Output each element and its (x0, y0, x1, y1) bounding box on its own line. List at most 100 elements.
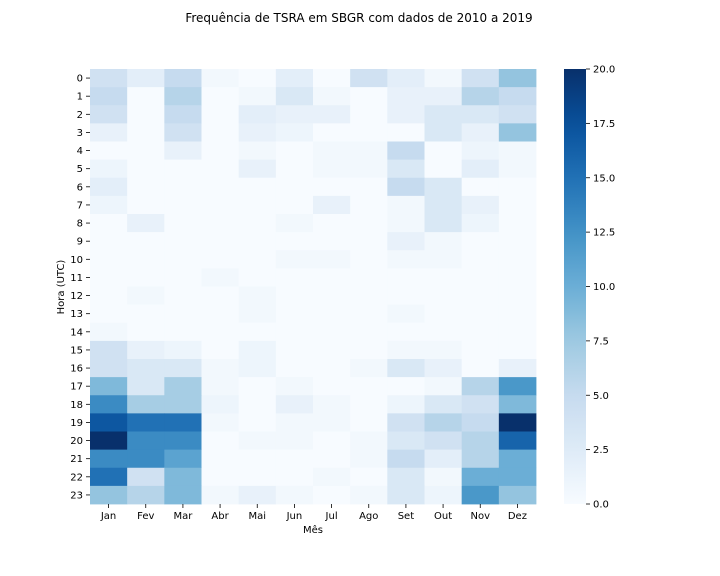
heatmap-cell (313, 304, 351, 324)
heatmap-cell (387, 467, 425, 487)
heatmap-cell (461, 141, 500, 161)
heatmap-cell (164, 359, 202, 378)
heatmap-cell (127, 123, 165, 142)
heatmap-cell (313, 69, 351, 88)
heatmap-cell (424, 340, 463, 360)
heatmap-cell (313, 250, 351, 269)
y-tick-label: 3 (77, 128, 83, 139)
heatmap-cell (387, 232, 425, 251)
heatmap-cell (275, 69, 314, 88)
colorbar-tick-label: 5.0 (593, 391, 609, 402)
heatmap-cell (127, 395, 165, 414)
heatmap-cell (313, 286, 351, 306)
heatmap-cell (424, 467, 463, 487)
heatmap-cell (461, 449, 500, 469)
heatmap-cell (387, 141, 425, 161)
heatmap-cell (127, 87, 165, 106)
x-tick-label: Out (434, 511, 452, 522)
heatmap-cell (90, 395, 128, 414)
heatmap-cell (90, 431, 128, 451)
heatmap-cell (424, 322, 463, 342)
heatmap-cell (90, 69, 128, 88)
x-tick-label: Fev (137, 511, 154, 522)
heatmap-cell (238, 105, 277, 124)
heatmap-cell (164, 69, 202, 88)
heatmap-cell (90, 322, 128, 342)
heatmap-cell (201, 377, 240, 396)
heatmap-cell (238, 69, 277, 88)
heatmap-cell (201, 105, 240, 124)
heatmap-cell (313, 268, 351, 287)
heatmap-cell (461, 159, 500, 179)
heatmap-cell (238, 322, 277, 342)
heatmap-cell (201, 268, 240, 287)
x-tick-label: Mai (248, 511, 266, 522)
heatmap-cell (498, 413, 537, 432)
heatmap-cell (461, 395, 500, 414)
heatmap-cell (313, 413, 351, 432)
heatmap-cell (164, 286, 202, 306)
heatmap-cell (498, 123, 537, 142)
heatmap-cell (201, 322, 240, 342)
heatmap-cell (127, 286, 165, 306)
heatmap-cell (164, 449, 202, 469)
heatmap-cell (313, 359, 351, 378)
heatmap-cell (498, 449, 537, 469)
heatmap-cell (387, 87, 425, 106)
heatmap-cell (313, 449, 351, 469)
heatmap-cell (127, 159, 165, 179)
heatmap-cell (164, 250, 202, 269)
heatmap-cell (238, 304, 277, 324)
heatmap-cell (313, 340, 351, 360)
heatmap-cell (201, 141, 240, 161)
heatmap-cell (313, 377, 351, 396)
heatmap-cell (424, 359, 463, 378)
heatmap-cell (387, 431, 425, 451)
colorbar-gradient (564, 69, 586, 504)
heatmap-cell (461, 177, 500, 197)
heatmap-cell (424, 395, 463, 414)
colorbar-tick-label: 17.5 (593, 119, 615, 130)
heatmap-cell (201, 195, 240, 215)
heatmap-cell (164, 322, 202, 342)
x-tick-label: Abr (211, 511, 229, 522)
heatmap-cell (164, 485, 202, 505)
heatmap-cell (350, 268, 388, 287)
y-tick-label: 21 (70, 454, 83, 465)
heatmap-cell (127, 467, 165, 487)
y-tick-label: 18 (70, 400, 83, 411)
heatmap-cell (275, 467, 314, 487)
colorbar-tick-label: 15.0 (593, 173, 615, 184)
heatmap-cell (387, 195, 425, 215)
heatmap-cell (498, 359, 537, 378)
heatmap-cell (498, 195, 537, 215)
heatmap-cell (127, 141, 165, 161)
heatmap-cell (201, 340, 240, 360)
heatmap-cell (90, 359, 128, 378)
heatmap-cell (498, 250, 537, 269)
heatmap-cell (387, 413, 425, 432)
y-tick-label: 20 (70, 436, 83, 447)
heatmap-cell (350, 467, 388, 487)
heatmap-cell (424, 123, 463, 142)
heatmap-cell (424, 268, 463, 287)
heatmap-cell (238, 195, 277, 215)
heatmap-cell (313, 195, 351, 215)
heatmap-cell (238, 250, 277, 269)
heatmap-cell (461, 340, 500, 360)
heatmap-cell (127, 69, 165, 88)
y-tick-label: 9 (77, 237, 83, 248)
heatmap-cell (498, 431, 537, 451)
heatmap-cell (313, 322, 351, 342)
y-tick-label: 0 (77, 74, 83, 85)
heatmap-cell (127, 322, 165, 342)
heatmap-cell (238, 123, 277, 142)
heatmap-cell (424, 485, 463, 505)
colorbar-tick-label: 7.5 (593, 336, 609, 347)
heatmap-cell (350, 159, 388, 179)
heatmap-cell (275, 214, 314, 233)
heatmap-cell (387, 268, 425, 287)
colorbar: 0.0 2.5 5.0 7.5 10.0 12.5 15.0 17.5 20.0 (564, 65, 615, 511)
heatmap-cell (313, 232, 351, 251)
